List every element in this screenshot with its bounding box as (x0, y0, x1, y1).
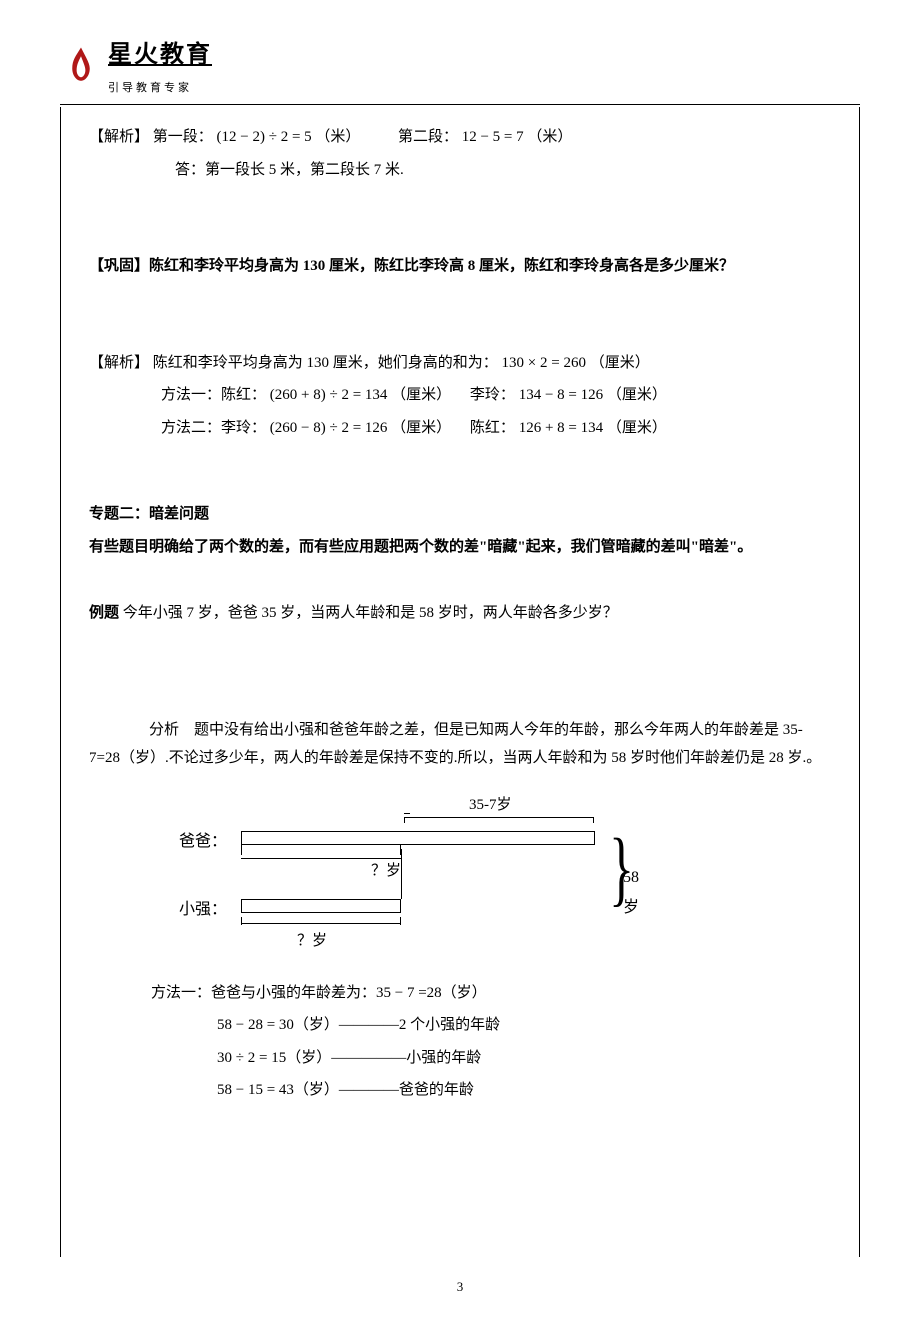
analysis2-sum: 130 × 2 = 260 （厘米） (502, 355, 650, 371)
dad-label: 爸爸： (179, 827, 227, 857)
flame-icon (60, 44, 102, 86)
example-line: 例题 今年小强 7 岁，爸爸 35 岁，当两人年龄和是 58 岁时，两人年龄各多… (89, 599, 831, 628)
analysis3-para: 分析 题中没有给出小强和爸爸年龄之差，但是已知两人今年的年龄，那么今年两人的年龄… (89, 716, 831, 773)
topic2-heading: 专题二：暗差问题 (89, 500, 831, 529)
consolidate-label: 【巩固】 (89, 258, 149, 274)
seg1-calc: (12 − 2) ÷ 2 = 5 （米） (217, 129, 361, 145)
seg1-label: 第一段： (153, 129, 213, 145)
method-l2: 30 ÷ 2 = 15（岁）—————小强的年龄 (89, 1044, 831, 1073)
analysis-label: 【解析】 (89, 129, 149, 145)
sum-label: 58岁 (623, 863, 639, 924)
m2-b-label: 陈红： (455, 420, 515, 436)
consolidate-question: 【巩固】陈红和李玲平均身高为 130 厘米，陈红比李玲高 8 厘米，陈红和李玲身… (89, 252, 831, 281)
gap (364, 129, 394, 145)
logo-title: 星火教育 (108, 32, 212, 78)
dad-bar (241, 831, 595, 845)
analysis-2-line1: 【解析】 陈红和李玲平均身高为 130 厘米，她们身高的和为： 130 × 2 … (89, 349, 831, 378)
divider-v (401, 849, 402, 899)
method-l1: 58 − 28 = 30（岁）————2 个小强的年龄 (89, 1011, 831, 1040)
q-mid: ？岁 (371, 857, 401, 886)
method-l3: 58 − 15 = 43（岁）————爸爸的年龄 (89, 1076, 831, 1105)
analysis2-m2: 方法二：李玲： (260 − 8) ÷ 2 = 126 （厘米） 陈红： 126… (89, 414, 831, 443)
analysis2-m1: 方法一：陈红： (260 + 8) ÷ 2 = 134 （厘米） 李玲： 134… (89, 381, 831, 410)
analysis2-label: 【解析】 (89, 355, 149, 371)
seg2-calc: 12 − 5 = 7 （米） (462, 129, 573, 145)
analysis-1-answer: 答：第一段长 5 米，第二段长 7 米. (89, 156, 831, 185)
son-bar (241, 899, 401, 913)
m1-label: 方法一：陈红： (161, 387, 266, 403)
age-diagram: 35-7岁 爸爸： ？岁 小强： ？岁 } 58岁 (179, 791, 639, 961)
analysis-1: 【解析】 第一段： (12 − 2) ÷ 2 = 5 （米） 第二段： 12 −… (89, 123, 831, 152)
son-label: 小强： (179, 895, 227, 925)
example-text: 今年小强 7 岁，爸爸 35 岁，当两人年龄和是 58 岁时，两人年龄各多少岁？ (119, 605, 618, 621)
logo-text-block: 星火教育 引导教育专家 (108, 32, 212, 98)
analysis3-text: 题中没有给出小强和爸爸年龄之差，但是已知两人今年的年龄，那么今年两人的年龄差是 … (89, 722, 821, 767)
m2-a: (260 − 8) ÷ 2 = 126 （厘米） (270, 420, 451, 436)
logo-subtitle: 引导教育专家 (108, 78, 212, 99)
diff-bracket (404, 813, 594, 823)
page-number: 3 (60, 1275, 860, 1300)
method-heading: 方法一：爸爸与小强的年龄差为：35 − 7 =28（岁） (89, 979, 831, 1008)
logo-area: 星火教育 引导教育专家 (60, 32, 860, 105)
consolidate-text: 陈红和李玲平均身高为 130 厘米，陈红比李玲高 8 厘米，陈红和李玲身高各是多… (149, 258, 734, 274)
analysis2-intro: 陈红和李玲平均身高为 130 厘米，她们身高的和为： (153, 355, 498, 371)
example-label: 例题 (89, 605, 119, 621)
page: 星火教育 引导教育专家 【解析】 第一段： (12 − 2) ÷ 2 = 5 （… (0, 0, 920, 1340)
analysis3-label: 分析 (149, 722, 179, 738)
m1-b-label: 李玲： (455, 387, 515, 403)
seg2-label: 第二段： (398, 129, 458, 145)
topic2-desc: 有些题目明确给了两个数的差，而有些应用题把两个数的差"暗藏"起来，我们管暗藏的差… (89, 533, 831, 562)
m1-b: 134 − 8 = 126 （厘米） (519, 387, 667, 403)
m2-b: 126 + 8 = 134 （厘米） (519, 420, 667, 436)
content-box: 【解析】 第一段： (12 − 2) ÷ 2 = 5 （米） 第二段： 12 −… (60, 107, 860, 1257)
m2-label: 方法二：李玲： (161, 420, 266, 436)
m1-a: (260 + 8) ÷ 2 = 134 （厘米） (270, 387, 451, 403)
q-bottom: ？岁 (297, 927, 327, 956)
